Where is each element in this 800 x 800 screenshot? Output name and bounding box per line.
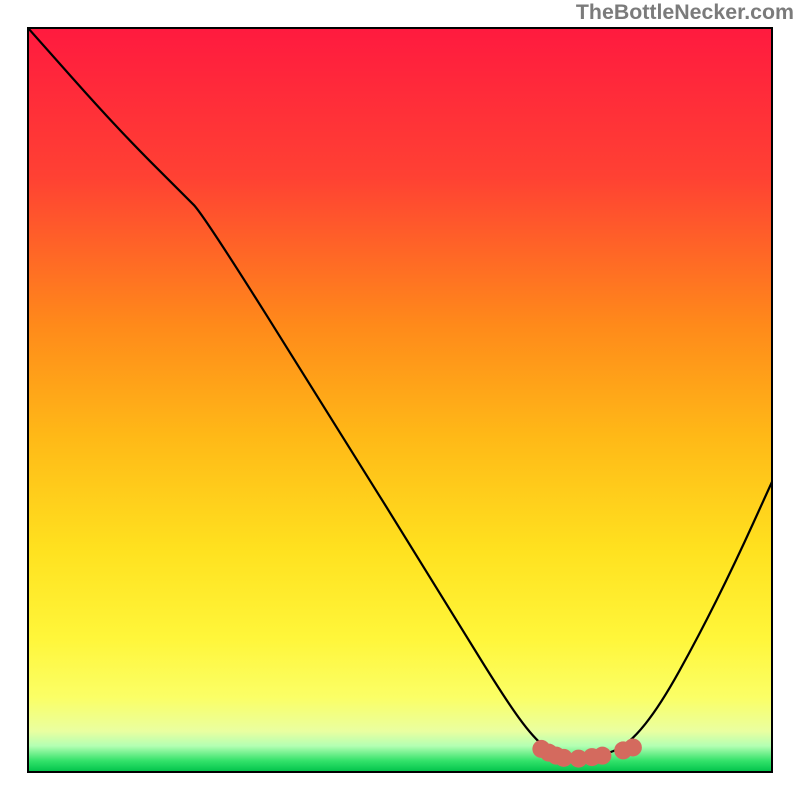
chart-svg: [0, 0, 800, 800]
optimal-marker: [593, 747, 611, 765]
chart-container: { "attribution": { "text": "TheBottleNec…: [0, 0, 800, 800]
plot-background: [28, 28, 772, 772]
optimal-marker: [624, 738, 642, 756]
